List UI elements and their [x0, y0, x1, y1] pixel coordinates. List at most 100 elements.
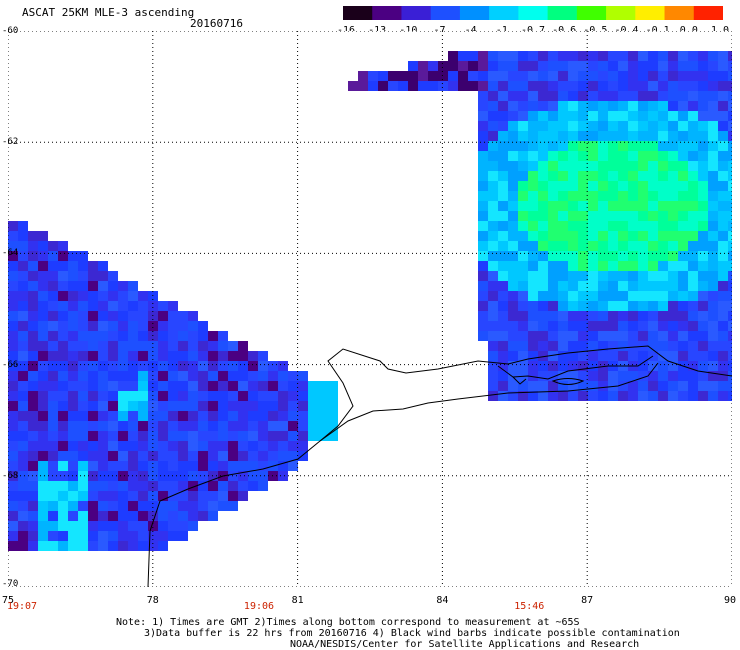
wind-pixel — [108, 451, 118, 461]
wind-pixel — [48, 291, 58, 301]
wind-pixel — [308, 411, 318, 421]
wind-pixel — [528, 211, 538, 221]
wind-pixel — [58, 311, 68, 321]
wind-pixel — [548, 191, 558, 201]
wind-pixel — [448, 61, 458, 71]
wind-pixel — [128, 281, 138, 291]
wind-pixel — [538, 81, 548, 91]
wind-pixel — [118, 411, 128, 421]
wind-pixel — [38, 321, 48, 331]
wind-pixel — [658, 331, 668, 341]
wind-pixel — [558, 201, 568, 211]
wind-pixel — [158, 481, 168, 491]
wind-pixel — [638, 191, 648, 201]
wind-pixel — [298, 411, 308, 421]
wind-pixel — [108, 461, 118, 471]
wind-pixel — [468, 71, 478, 81]
wind-pixel — [688, 301, 698, 311]
wind-pixel — [598, 271, 608, 281]
wind-pixel — [608, 301, 618, 311]
wind-pixel — [108, 351, 118, 361]
coast-shelf-edge — [319, 362, 659, 442]
wind-pixel — [718, 81, 728, 91]
wind-pixel — [358, 81, 368, 91]
wind-pixel — [198, 371, 208, 381]
wind-pixel — [88, 281, 98, 291]
wind-pixel — [168, 351, 178, 361]
wind-data-pixels — [8, 51, 732, 551]
wind-pixel — [528, 301, 538, 311]
wind-pixel — [628, 241, 638, 251]
wind-pixel — [18, 301, 28, 311]
wind-pixel — [598, 81, 608, 91]
wind-pixel — [658, 321, 668, 331]
wind-pixel — [108, 301, 118, 311]
wind-pixel — [608, 321, 618, 331]
wind-pixel — [528, 91, 538, 101]
footer-note-2: 3)Data buffer is 22 hrs from 20160716 4)… — [144, 628, 680, 639]
wind-pixel — [538, 381, 548, 391]
wind-pixel — [728, 301, 732, 311]
wind-pixel — [278, 401, 288, 411]
latitude-label: -64 — [2, 248, 19, 259]
wind-pixel — [648, 71, 658, 81]
wind-pixel — [488, 81, 498, 91]
wind-pixel — [578, 371, 588, 381]
wind-pixel — [688, 71, 698, 81]
wind-pixel — [198, 511, 208, 521]
wind-pixel — [128, 501, 138, 511]
wind-pixel — [178, 421, 188, 431]
wind-pixel — [628, 381, 638, 391]
wind-pixel — [238, 471, 248, 481]
wind-pixel — [638, 241, 648, 251]
wind-pixel — [178, 461, 188, 471]
wind-pixel — [28, 281, 38, 291]
wind-pixel — [538, 211, 548, 221]
wind-pixel — [648, 271, 658, 281]
wind-pixel — [58, 331, 68, 341]
wind-pixel — [538, 61, 548, 71]
wind-pixel — [328, 411, 338, 421]
wind-pixel — [718, 101, 728, 111]
wind-pixel — [138, 321, 148, 331]
wind-pixel — [8, 481, 18, 491]
wind-pixel — [678, 121, 688, 131]
wind-pixel — [178, 361, 188, 371]
wind-pixel — [568, 211, 578, 221]
wind-pixel — [58, 521, 68, 531]
wind-pixel — [128, 391, 138, 401]
wind-pixel — [328, 381, 338, 391]
wind-pixel — [58, 481, 68, 491]
wind-pixel — [68, 391, 78, 401]
wind-pixel — [518, 201, 528, 211]
wind-pixel — [438, 71, 448, 81]
wind-pixel — [108, 341, 118, 351]
wind-pixel — [198, 381, 208, 391]
wind-pixel — [628, 181, 638, 191]
wind-pixel — [548, 341, 558, 351]
wind-pixel — [528, 171, 538, 181]
wind-pixel — [608, 151, 618, 161]
wind-pixel — [258, 471, 268, 481]
wind-pixel — [128, 491, 138, 501]
wind-pixel — [138, 521, 148, 531]
wind-pixel — [558, 321, 568, 331]
wind-pixel — [658, 191, 668, 201]
wind-pixel — [588, 371, 598, 381]
wind-pixel — [188, 351, 198, 361]
wind-pixel — [158, 431, 168, 441]
wind-pixel — [48, 331, 58, 341]
colorbar-tick-label: -7 — [433, 25, 446, 36]
colorbar-segment — [401, 6, 432, 20]
wind-pixel — [68, 531, 78, 541]
wind-pixel — [508, 331, 518, 341]
wind-pixel — [618, 131, 628, 141]
wind-pixel — [18, 511, 28, 521]
wind-pixel — [548, 101, 558, 111]
wind-pixel — [38, 351, 48, 361]
wind-pixel — [708, 211, 718, 221]
wind-pixel — [178, 451, 188, 461]
wind-pixel — [188, 521, 198, 531]
wind-pixel — [18, 321, 28, 331]
wind-pixel — [668, 271, 678, 281]
